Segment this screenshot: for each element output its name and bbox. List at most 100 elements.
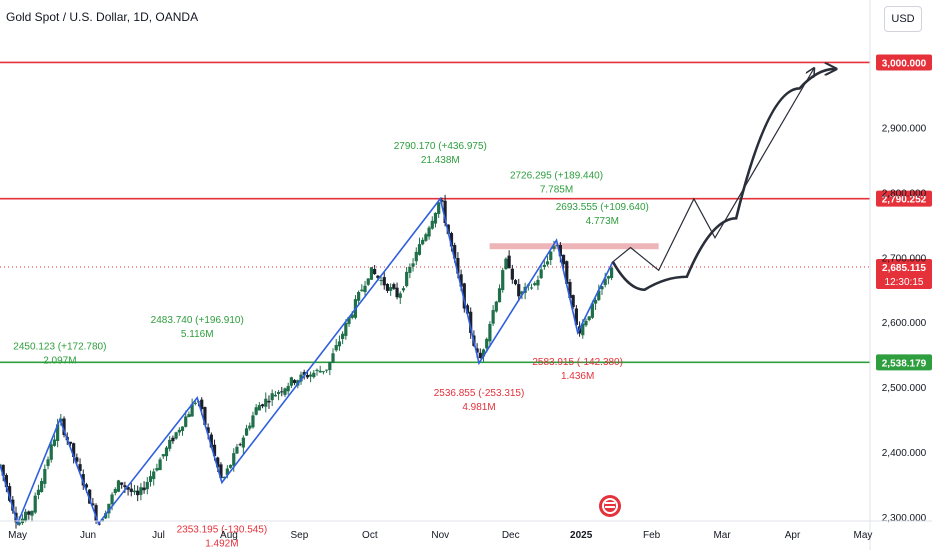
candle[interactable] bbox=[488, 323, 492, 342]
candle[interactable] bbox=[430, 220, 434, 229]
candle[interactable] bbox=[545, 261, 550, 265]
event-flag-icon[interactable] bbox=[599, 495, 621, 517]
candle[interactable] bbox=[315, 369, 319, 371]
candle[interactable] bbox=[27, 511, 31, 515]
candle[interactable] bbox=[561, 254, 566, 265]
candle[interactable] bbox=[539, 269, 543, 279]
candle[interactable] bbox=[148, 476, 153, 482]
candle[interactable] bbox=[389, 287, 393, 291]
candle[interactable] bbox=[443, 200, 447, 223]
candle[interactable] bbox=[43, 468, 47, 484]
candle[interactable] bbox=[94, 505, 98, 521]
candle[interactable] bbox=[597, 290, 601, 301]
candle[interactable] bbox=[68, 441, 73, 444]
candle[interactable] bbox=[56, 424, 60, 441]
candle[interactable] bbox=[478, 352, 482, 359]
candle[interactable] bbox=[373, 268, 377, 275]
candle[interactable] bbox=[180, 426, 185, 431]
candle[interactable] bbox=[504, 258, 508, 270]
candle[interactable] bbox=[529, 287, 534, 289]
candle[interactable] bbox=[609, 267, 614, 278]
candle[interactable] bbox=[363, 285, 367, 293]
candle[interactable] bbox=[49, 444, 53, 460]
candle[interactable] bbox=[449, 233, 454, 247]
candle[interactable] bbox=[433, 212, 438, 224]
candle[interactable] bbox=[283, 388, 287, 395]
candle[interactable] bbox=[421, 239, 425, 245]
candle[interactable] bbox=[417, 244, 422, 255]
projection-curve[interactable] bbox=[611, 69, 835, 292]
candle[interactable] bbox=[17, 522, 21, 525]
candle[interactable] bbox=[414, 251, 418, 262]
candle[interactable] bbox=[264, 398, 268, 407]
candle[interactable] bbox=[299, 374, 303, 382]
candle[interactable] bbox=[136, 490, 140, 496]
candle[interactable] bbox=[507, 255, 511, 269]
candle[interactable] bbox=[606, 276, 610, 279]
candle[interactable] bbox=[401, 288, 406, 291]
candle[interactable] bbox=[139, 487, 143, 495]
candle[interactable] bbox=[1, 464, 5, 476]
candle[interactable] bbox=[536, 279, 540, 286]
candle[interactable] bbox=[571, 295, 575, 308]
candle[interactable] bbox=[584, 320, 588, 326]
candle[interactable] bbox=[385, 283, 390, 291]
candle[interactable] bbox=[155, 468, 159, 471]
candle[interactable] bbox=[152, 471, 156, 480]
candle[interactable] bbox=[200, 399, 204, 410]
candle[interactable] bbox=[590, 303, 594, 318]
candle[interactable] bbox=[510, 268, 514, 280]
candle[interactable] bbox=[465, 305, 470, 314]
candle[interactable] bbox=[113, 488, 117, 494]
candle[interactable] bbox=[228, 464, 233, 468]
candle[interactable] bbox=[280, 391, 284, 393]
candle[interactable] bbox=[581, 323, 585, 336]
candle[interactable] bbox=[232, 453, 236, 466]
candle[interactable] bbox=[216, 457, 220, 468]
candle[interactable] bbox=[4, 475, 9, 488]
candle[interactable] bbox=[379, 280, 383, 282]
candle[interactable] bbox=[276, 391, 281, 395]
candle[interactable] bbox=[405, 271, 409, 287]
candle[interactable] bbox=[72, 443, 76, 458]
candle[interactable] bbox=[494, 301, 498, 312]
candle[interactable] bbox=[334, 345, 338, 351]
candle[interactable] bbox=[238, 444, 242, 446]
candle[interactable] bbox=[347, 317, 351, 324]
candle[interactable] bbox=[225, 468, 229, 475]
candle[interactable] bbox=[321, 371, 326, 373]
candle[interactable] bbox=[558, 245, 562, 257]
candle[interactable] bbox=[312, 372, 316, 378]
candle[interactable] bbox=[462, 283, 466, 309]
candle[interactable] bbox=[587, 316, 591, 321]
candle[interactable] bbox=[30, 510, 34, 516]
candle[interactable] bbox=[193, 402, 197, 404]
candle[interactable] bbox=[126, 486, 130, 490]
candle[interactable] bbox=[593, 299, 598, 304]
candle[interactable] bbox=[129, 488, 133, 492]
candle[interactable] bbox=[552, 246, 556, 249]
candle[interactable] bbox=[600, 286, 604, 290]
candle[interactable] bbox=[453, 245, 457, 259]
candle[interactable] bbox=[574, 308, 578, 325]
candle[interactable] bbox=[24, 511, 28, 521]
candle[interactable] bbox=[177, 429, 181, 433]
candle[interactable] bbox=[497, 288, 502, 303]
candle[interactable] bbox=[392, 284, 396, 289]
projection-zigzag[interactable] bbox=[612, 69, 814, 272]
candle[interactable] bbox=[100, 519, 105, 522]
candle[interactable] bbox=[62, 418, 66, 436]
candle[interactable] bbox=[174, 432, 178, 439]
candle[interactable] bbox=[440, 200, 444, 202]
candle[interactable] bbox=[120, 482, 124, 485]
candle[interactable] bbox=[485, 338, 489, 349]
candle[interactable] bbox=[513, 280, 518, 285]
candle[interactable] bbox=[241, 437, 245, 448]
candle[interactable] bbox=[308, 374, 313, 377]
candle[interactable] bbox=[97, 523, 101, 525]
candle[interactable] bbox=[251, 415, 255, 428]
candle[interactable] bbox=[292, 380, 297, 384]
candle[interactable] bbox=[244, 428, 249, 436]
candle[interactable] bbox=[331, 353, 335, 363]
candle[interactable] bbox=[517, 284, 521, 297]
